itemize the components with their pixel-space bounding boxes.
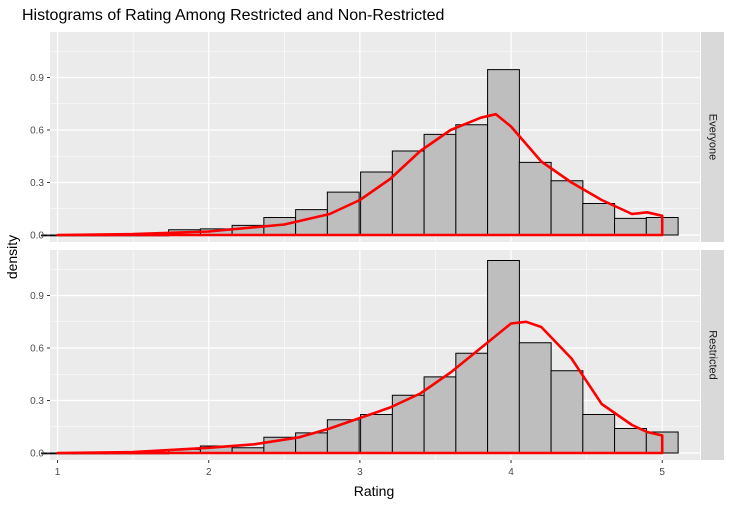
histogram-bar	[550, 180, 584, 236]
histogram-bar	[487, 260, 520, 454]
facet-strip	[701, 32, 724, 242]
chart-title: Histograms of Rating Among Restricted an…	[22, 7, 444, 24]
y-tick-label: 0.6	[30, 344, 44, 355]
density-curve	[56, 320, 664, 455]
x-axis: 1 2 3 4 5	[55, 460, 665, 478]
histogram-bar	[582, 414, 616, 454]
panel-1: 0.0 0.3 0.6 0.9 Everyone	[30, 32, 724, 242]
y-tick-label: 0.3	[30, 178, 44, 189]
y-tick-label: 0.0	[30, 449, 44, 460]
y-tick-label: 0.6	[30, 126, 44, 137]
histogram-bar	[295, 209, 328, 236]
histogram-bar	[518, 342, 552, 454]
density-curve	[56, 112, 664, 237]
histogram-bar	[423, 133, 457, 236]
facet-strip-label: Everyone	[707, 114, 719, 160]
y-tick-label: 0.0	[30, 231, 44, 242]
histogram-bar	[582, 203, 616, 236]
y-tick-label: 0.9	[30, 73, 44, 84]
x-tick-label: 2	[206, 467, 212, 478]
histogram-bar	[455, 352, 489, 454]
histogram-bar	[487, 69, 520, 236]
histogram-bar	[614, 217, 647, 236]
x-axis-title: Rating	[354, 483, 394, 499]
x-tick-label: 4	[508, 467, 514, 478]
y-tick-label: 0.3	[30, 396, 44, 407]
histogram-bar	[423, 376, 457, 454]
y-axis-title: density	[4, 235, 20, 279]
histogram-bar	[455, 124, 489, 236]
facet-strip-label: Restricted	[707, 330, 719, 380]
x-tick-label: 3	[357, 467, 363, 478]
histogram-bar	[360, 414, 393, 454]
facet-strip	[701, 250, 724, 460]
histogram-bar	[326, 419, 360, 454]
histogram-bar	[614, 428, 647, 454]
histogram-bar	[518, 161, 552, 236]
panels-layer: 0.0 0.3 0.6 0.9 Everyone 0.0 0.3 0.6 0.9 Restrict…	[30, 32, 724, 460]
histogram-bar	[550, 370, 584, 454]
x-tick-label: 5	[659, 467, 665, 478]
panel-2: 0.0 0.3 0.6 0.9 Restricted	[30, 250, 724, 460]
x-tick-label: 1	[55, 467, 61, 478]
y-tick-label: 0.9	[30, 291, 44, 302]
